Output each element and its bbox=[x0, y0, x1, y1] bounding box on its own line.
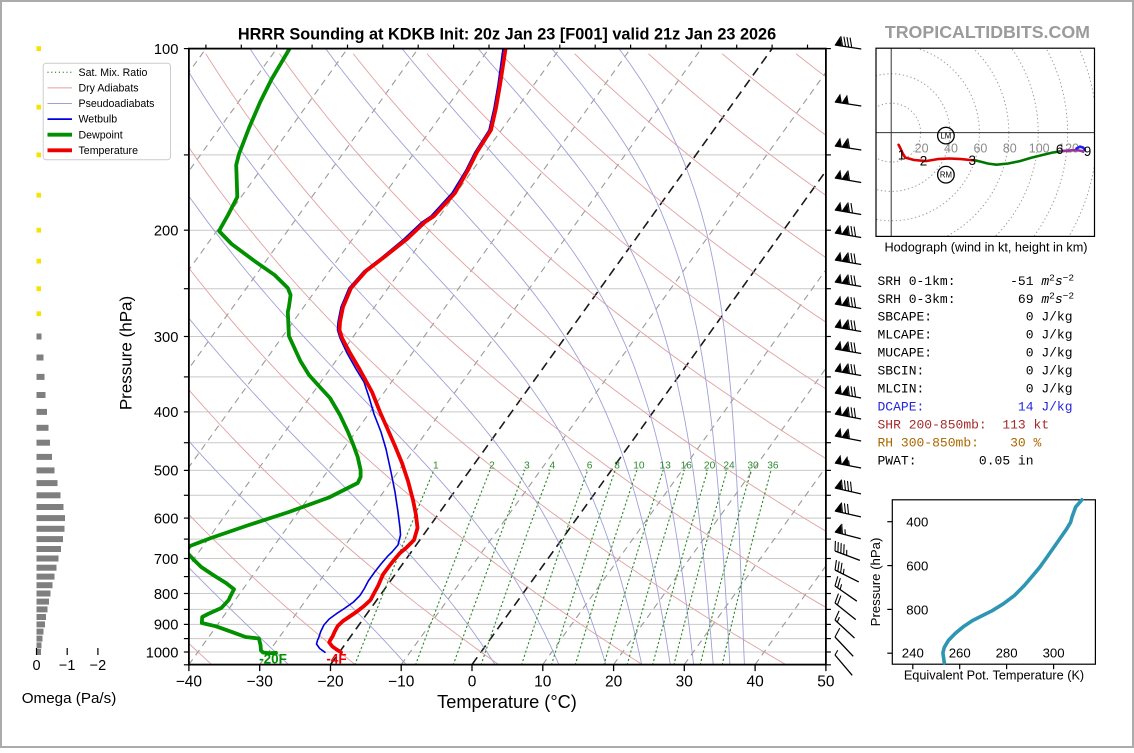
svg-text:9: 9 bbox=[1084, 144, 1092, 159]
svg-text:400: 400 bbox=[154, 405, 179, 421]
svg-text:40: 40 bbox=[746, 674, 764, 691]
svg-text:500: 500 bbox=[154, 464, 179, 480]
svg-text:13: 13 bbox=[659, 461, 671, 472]
svg-text:−30: −30 bbox=[247, 674, 274, 691]
svg-text:8: 8 bbox=[614, 461, 620, 472]
svg-text:−10: −10 bbox=[388, 674, 415, 691]
svg-text:2: 2 bbox=[489, 461, 495, 472]
svg-text:Temperature (°C): Temperature (°C) bbox=[437, 692, 577, 712]
svg-text:16: 16 bbox=[681, 461, 693, 472]
svg-text:240: 240 bbox=[902, 646, 924, 661]
svg-text:DCAPE: 14 J/kg: DCAPE: 14 J/kg bbox=[878, 400, 1073, 415]
svg-text:Dewpoint: Dewpoint bbox=[79, 129, 123, 141]
svg-text:SHR 200-850mb: 113 kt: SHR 200-850mb: 113 kt bbox=[878, 418, 1050, 433]
svg-text:600: 600 bbox=[906, 559, 928, 574]
svg-text:1000: 1000 bbox=[146, 645, 179, 661]
svg-text:RM: RM bbox=[940, 170, 952, 179]
svg-text:−1: −1 bbox=[59, 658, 76, 674]
svg-text:0: 0 bbox=[468, 674, 477, 691]
svg-text:HRRR Sounding at KDKB Init: 20: HRRR Sounding at KDKB Init: 20z Jan 23 [… bbox=[238, 26, 776, 44]
svg-text:0: 0 bbox=[32, 658, 40, 674]
svg-text:RH 300-850mb: 30 %: RH 300-850mb: 30 % bbox=[878, 436, 1042, 451]
svg-text:Omega (Pa/s): Omega (Pa/s) bbox=[22, 690, 117, 707]
svg-text:MLCIN: 0 J/kg: MLCIN: 0 J/kg bbox=[878, 382, 1073, 397]
svg-text:Equivalent Pot. Temperature (K: Equivalent Pot. Temperature (K) bbox=[904, 669, 1084, 683]
svg-text:LM: LM bbox=[940, 131, 951, 140]
svg-text:4: 4 bbox=[549, 461, 555, 472]
svg-text:SBCAPE: 0 J/kg: SBCAPE: 0 J/kg bbox=[878, 310, 1073, 325]
svg-text:PWAT: 0.05 in: PWAT: 0.05 in bbox=[878, 454, 1034, 469]
svg-text:600: 600 bbox=[154, 511, 179, 527]
svg-text:280: 280 bbox=[996, 646, 1018, 661]
svg-text:TROPICALTIDBITS.COM: TROPICALTIDBITS.COM bbox=[885, 22, 1090, 42]
svg-text:Pressure (hPa): Pressure (hPa) bbox=[868, 538, 883, 627]
svg-text:20: 20 bbox=[915, 142, 929, 156]
svg-text:−20: −20 bbox=[317, 674, 344, 691]
svg-text:800: 800 bbox=[906, 602, 928, 617]
svg-text:36: 36 bbox=[767, 461, 779, 472]
svg-text:10: 10 bbox=[633, 461, 645, 472]
svg-text:100: 100 bbox=[1029, 142, 1050, 156]
svg-text:Pressure (hPa): Pressure (hPa) bbox=[117, 296, 136, 410]
svg-text:2: 2 bbox=[920, 154, 928, 169]
svg-text:MUCAPE: 0 J/kg: MUCAPE: 0 J/kg bbox=[878, 346, 1073, 361]
svg-text:20: 20 bbox=[605, 674, 623, 691]
svg-text:700: 700 bbox=[154, 552, 179, 568]
svg-text:80: 80 bbox=[1003, 142, 1017, 156]
svg-text:−40: −40 bbox=[176, 674, 203, 691]
svg-text:50: 50 bbox=[817, 674, 835, 691]
svg-text:20: 20 bbox=[704, 461, 716, 472]
svg-text:40: 40 bbox=[944, 142, 958, 156]
svg-text:1: 1 bbox=[433, 461, 439, 472]
svg-text:260: 260 bbox=[949, 646, 971, 661]
svg-text:900: 900 bbox=[154, 618, 179, 634]
svg-text:Wetbulb: Wetbulb bbox=[79, 114, 118, 126]
svg-text:10: 10 bbox=[534, 674, 552, 691]
svg-text:60: 60 bbox=[973, 142, 987, 156]
svg-text:6: 6 bbox=[587, 461, 593, 472]
svg-text:100: 100 bbox=[154, 42, 179, 58]
svg-text:300: 300 bbox=[1043, 646, 1065, 661]
svg-text:3: 3 bbox=[524, 461, 530, 472]
svg-text:30: 30 bbox=[747, 461, 759, 472]
svg-text:800: 800 bbox=[154, 587, 179, 603]
svg-text:SBCIN: 0 J/kg: SBCIN: 0 J/kg bbox=[878, 364, 1073, 379]
svg-text:400: 400 bbox=[906, 515, 928, 530]
svg-text:MLCAPE: 0 J/kg: MLCAPE: 0 J/kg bbox=[878, 328, 1073, 343]
svg-text:SRH 0-1km: -51 m2s−2: SRH 0-1km: -51 m2s−2 bbox=[878, 272, 1075, 289]
svg-text:Pseudoadiabats: Pseudoadiabats bbox=[79, 98, 155, 110]
svg-text:200: 200 bbox=[154, 224, 179, 240]
svg-text:Temperature: Temperature bbox=[79, 145, 139, 157]
svg-text:-4F: -4F bbox=[326, 652, 346, 667]
svg-text:30: 30 bbox=[676, 674, 694, 691]
svg-text:Dry Adiabats: Dry Adiabats bbox=[79, 83, 139, 95]
svg-text:1: 1 bbox=[898, 148, 906, 163]
svg-text:300: 300 bbox=[154, 330, 179, 346]
svg-text:Hodograph (wind in kt, height: Hodograph (wind in kt, height in km) bbox=[884, 241, 1087, 255]
svg-text:Sat. Mix. Ratio: Sat. Mix. Ratio bbox=[79, 67, 148, 79]
svg-text:−2: −2 bbox=[90, 658, 107, 674]
svg-text:-20F: -20F bbox=[259, 652, 287, 667]
svg-text:SRH 0-3km: 69 m2s−2: SRH 0-3km: 69 m2s−2 bbox=[878, 290, 1075, 307]
svg-text:24: 24 bbox=[723, 461, 735, 472]
svg-text:3: 3 bbox=[969, 153, 977, 168]
svg-text:6: 6 bbox=[1056, 142, 1064, 157]
